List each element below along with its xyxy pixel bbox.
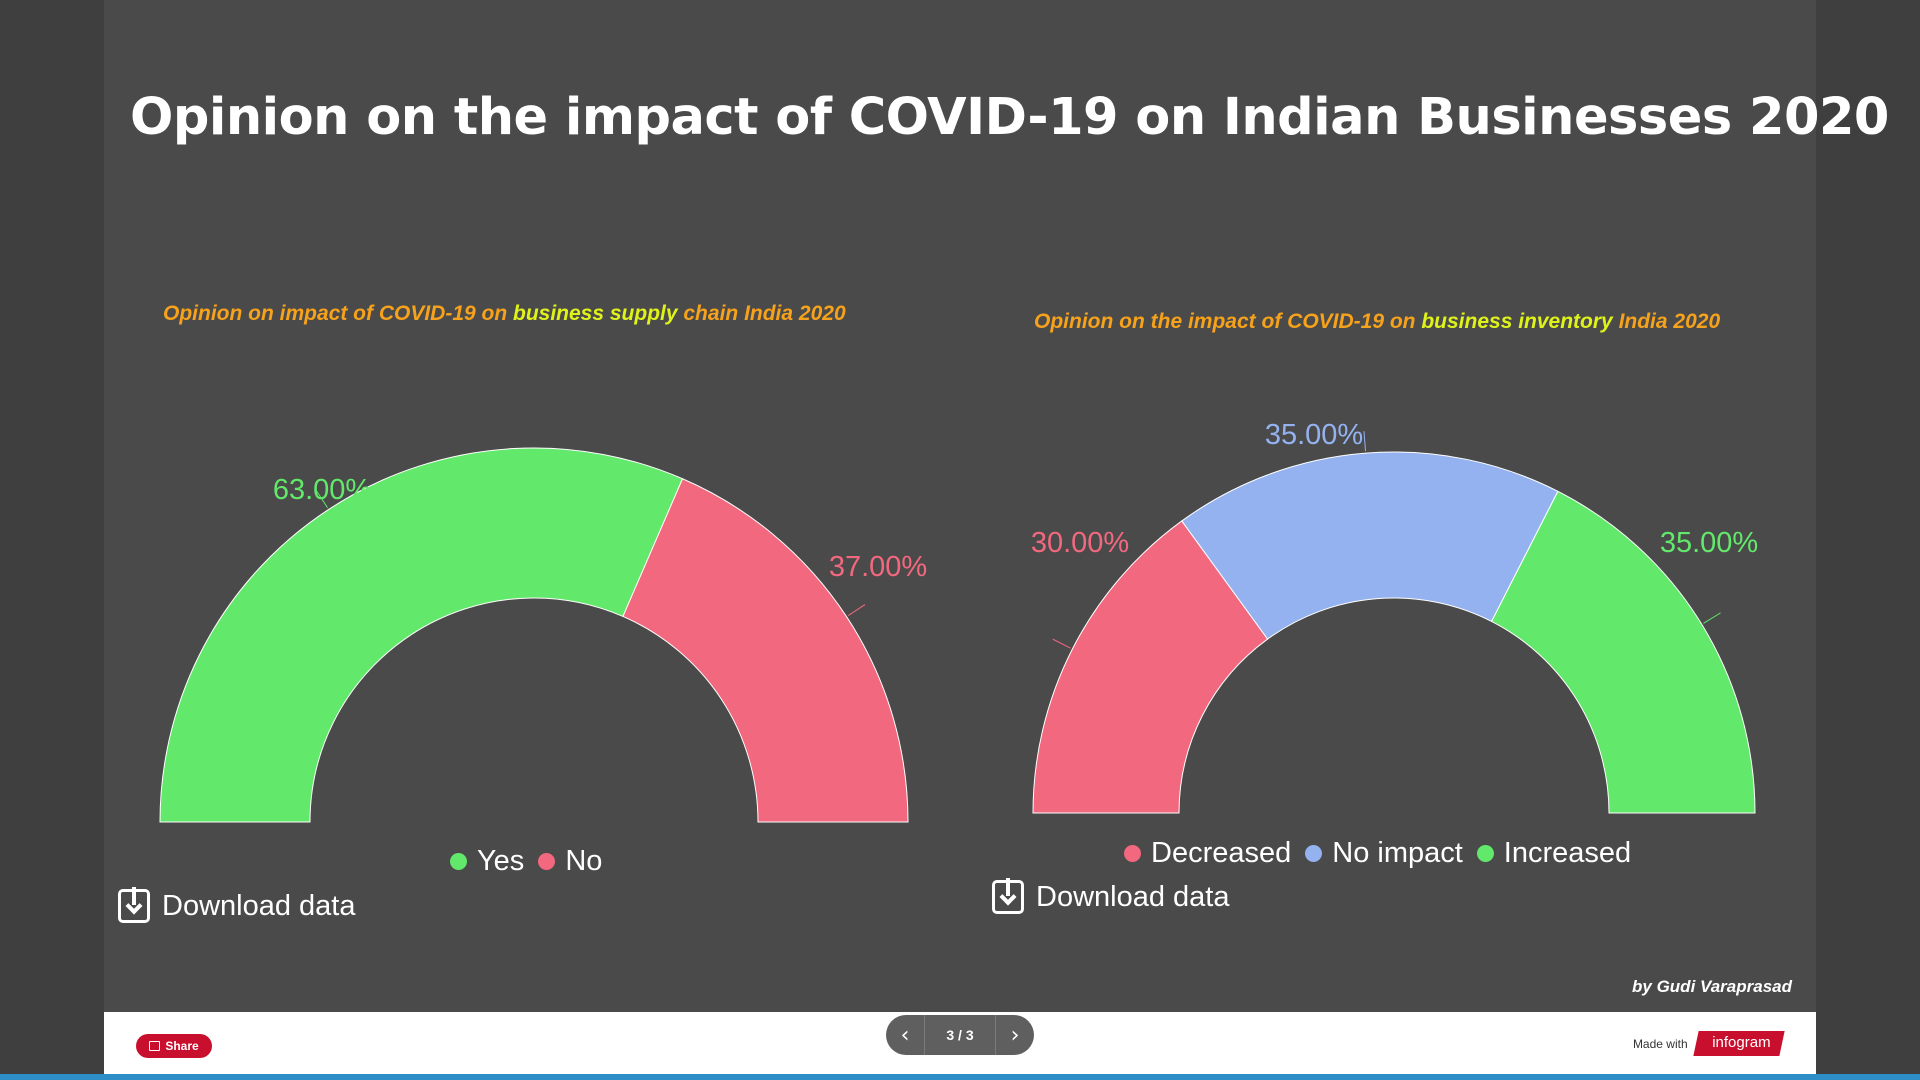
legend-label-increased: Increased	[1503, 837, 1632, 869]
infogram-logo: infogram	[1692, 1031, 1785, 1056]
legend-item-yes[interactable]: Yes	[450, 845, 524, 878]
chart-2-legend: Decreased No impact Increased	[1124, 837, 1631, 870]
pager: ‹ 3 / 3 ›	[886, 1015, 1034, 1055]
made-with-text: Made with	[1632, 1036, 1688, 1051]
page-title: Opinion on the impact of COVID-19 on Ind…	[130, 88, 1889, 147]
value-label-no: 37.00%	[829, 551, 927, 583]
share-label: Share	[165, 1039, 199, 1053]
gauge-segment-yes[interactable]	[159, 447, 684, 823]
legend-dot-increased	[1476, 845, 1494, 862]
legend-label-yes: Yes	[477, 845, 525, 877]
value-label-decreased: 30.00%	[1031, 527, 1129, 559]
legend-item-no-impact[interactable]: No impact	[1305, 837, 1463, 870]
byline: by Gudi Varaprasad	[1632, 977, 1792, 996]
gauge-segment-decreased[interactable]	[1032, 520, 1269, 814]
legend-dot-yes	[450, 853, 467, 870]
legend-dot-no	[538, 853, 556, 870]
supply-chain-gauge-chart: 63.00% 37.00%	[159, 447, 927, 823]
chevron-right-icon[interactable]: ›	[1010, 1022, 1020, 1048]
legend-item-decreased[interactable]: Decreased	[1124, 837, 1291, 870]
legend-item-increased[interactable]: Increased	[1476, 837, 1632, 870]
value-label-increased: 35.00%	[1660, 527, 1758, 559]
chart-2-subtitle: Opinion on the impact of COVID-19 on bus…	[1034, 310, 1721, 333]
share-button[interactable]: Share	[136, 1034, 212, 1058]
download-label: Download data	[162, 889, 356, 922]
leader-line	[316, 490, 328, 509]
chart-1-legend: Yes No	[450, 845, 602, 878]
download-data-button[interactable]: Download data	[118, 887, 356, 923]
download-label: Download data	[1036, 880, 1230, 913]
download-data-button-2[interactable]: Download data	[992, 878, 1230, 914]
share-icon	[149, 1041, 161, 1051]
value-label-no-impact: 35.00%	[1265, 419, 1363, 451]
legend-dot-decreased	[1124, 845, 1141, 862]
chart-1-subtitle: Opinion on impact of COVID-19 on busines…	[163, 302, 846, 325]
page-counter: 3 / 3	[924, 1015, 996, 1055]
leader-line	[1363, 431, 1367, 452]
leader-line	[1052, 638, 1071, 649]
leader-line	[847, 604, 866, 616]
leader-line	[1703, 612, 1721, 624]
inventory-gauge-chart: 30.00% 35.00% 35.00%	[1031, 419, 1758, 814]
chevron-left-icon[interactable]: ‹	[900, 1022, 910, 1048]
legend-item-no[interactable]: No	[538, 845, 602, 878]
gauge-segment-increased[interactable]	[1490, 490, 1756, 814]
legend-label-no: No	[565, 845, 603, 877]
gauge-segment-no-impact[interactable]	[1181, 451, 1559, 640]
legend-dot-no-impact	[1305, 845, 1323, 862]
slide: Opinion on the impact of COVID-19 on Ind…	[104, 0, 1889, 1012]
made-with-infogram[interactable]: Made with infogram	[1632, 1031, 1785, 1056]
download-icon	[118, 887, 150, 923]
bottom-accent-bar	[0, 1074, 1920, 1080]
download-icon	[992, 878, 1024, 914]
legend-label-no-impact: No impact	[1332, 837, 1463, 869]
value-label-yes: 63.00%	[273, 474, 371, 506]
footer-bar: Share ‹ 3 / 3 › Made with infogram	[104, 1012, 1816, 1074]
legend-label-decreased: Decreased	[1151, 837, 1292, 869]
gauge-segment-no[interactable]	[622, 478, 909, 823]
